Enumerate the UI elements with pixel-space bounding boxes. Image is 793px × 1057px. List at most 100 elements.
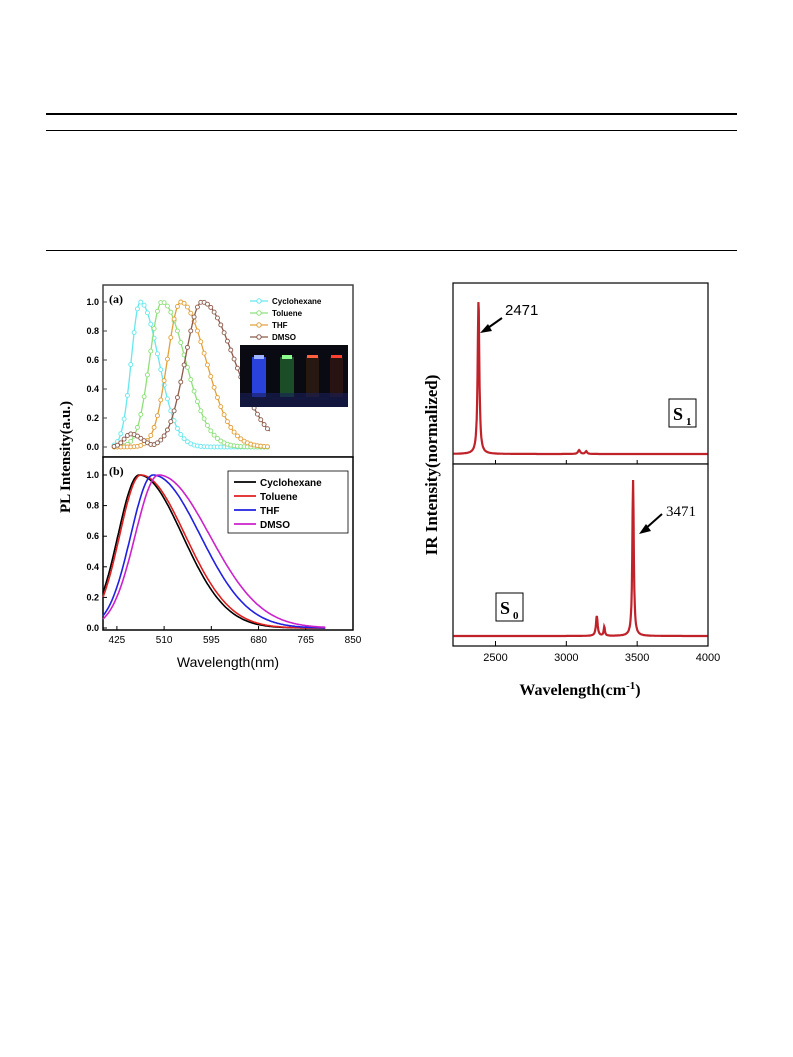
panel-a-point [198,339,204,345]
panel-a-point [118,440,124,446]
panel-a-point [178,340,184,345]
panel-a-point [148,348,154,354]
panel-b-series-dmso [102,474,326,628]
svg-text:S: S [673,404,683,424]
panel-a-point [141,438,147,444]
svg-text:1: 1 [686,416,692,428]
panel-a-point [161,378,167,384]
svg-text:2471: 2471 [505,302,538,319]
panel-a-point [208,373,214,379]
panel-a-point [164,356,170,362]
panel-a-point [194,399,200,405]
panel-a-point [188,328,194,334]
panel-a-point [214,436,220,441]
svg-text:0: 0 [513,610,519,622]
panel-a-point [194,304,200,310]
panel-a-point [158,437,164,443]
panel-a-point [201,416,207,422]
panel-a-point [138,411,144,417]
panel-b-xtick-label: 765 [297,635,314,646]
panel-a-point [201,350,207,356]
panel-a-point [194,328,200,334]
panel-a-point [218,322,224,328]
s1-frame [452,282,709,465]
panel-a-point [164,427,170,433]
panel-a-point [231,429,237,435]
table-top-rule [46,113,737,115]
panel-a-point [171,316,177,322]
panel-a-legend-label: Toluene [272,309,303,318]
panel-a-point [154,308,160,314]
panel-a-point [168,309,174,315]
panel-a-point [231,356,237,362]
panel-a-point [221,330,227,336]
panel-a-point [184,364,190,370]
panel-a-point [254,411,260,417]
uv-vials-photo [240,345,348,407]
table-bottom-rule [46,250,737,251]
ir-spectrum-s0 [453,479,708,638]
panel-a-point [158,397,164,403]
panel-a-point [204,422,210,428]
right-y-axis-label: IR Intensity(normalized) [422,375,441,556]
panel-a-point [124,392,130,398]
state-label-s0: S 0 [495,592,524,622]
panel-a-point [134,433,140,439]
panel-a-ytick-label: 0.6 [86,355,99,365]
panel-a-point [264,426,270,432]
panel-a-point [164,396,170,402]
panel-a-point [114,442,120,448]
panel-a-point [174,304,180,309]
panel-a-label: (a) [109,292,123,306]
panel-a-ytick-label: 0.4 [86,384,99,394]
panel-a-point [138,435,144,441]
panel-a-point [131,330,137,335]
panel-a-point [221,412,227,418]
panel-a-ytick-label: 0.0 [86,442,99,452]
panel-a-point [151,424,157,430]
panel-a-point [184,344,190,350]
ir-spectra-figure: 2500 3000 3500 4000 2471 3471 S 1 S 0 IR In… [422,282,720,699]
panel-a-point [168,419,174,425]
panel-a-point [141,394,147,400]
table-header-rule [46,130,737,131]
panel-a-point [211,384,217,390]
panel-a-point [228,347,234,353]
panel-a-point [188,310,194,316]
panel-a-point [218,404,224,410]
panel-a-point [174,426,180,431]
panel-a-point [211,432,217,438]
panel-b-label: (b) [109,464,124,478]
panel-a-point [181,362,187,368]
panel-a-point [214,395,220,400]
panel-b-ytick-label: 0.8 [86,501,99,511]
panel-a-point [154,413,160,419]
ir-xtick-label: 3500 [625,652,649,664]
panel-a-ytick-label: 0.8 [86,326,99,336]
panel-a-point [184,304,190,310]
panel-b-legend: Cyclohexane Toluene THF DMSO [227,470,349,534]
panel-a-point [164,303,170,309]
panel-a-point [118,431,124,437]
panel-a-legend-label: DMSO [272,333,296,342]
panel-a-legend-label: THF [272,321,288,330]
panel-a-point [178,379,184,385]
panel-b-ytick-label: 0.2 [86,592,99,602]
ir-xtick-label: 2500 [483,652,507,664]
panel-a-point [168,335,174,340]
panel-a-point [174,328,180,334]
panel-a-legend-label: Cyclohexane [272,297,322,306]
ir-spectrum-s1 [453,302,708,456]
panel-a-point [141,302,147,308]
panel-b-legend-label: DMSO [260,520,290,531]
panel-a-point [151,326,157,332]
panel-a-point [161,300,167,306]
state-label-s1: S 1 [668,398,697,428]
panel-a-point [191,314,197,320]
panel-b-xtick-label: 850 [345,635,362,646]
panel-b-xtick-label: 510 [156,635,173,646]
panel-a-point [171,408,177,414]
panel-b-xtick-label: 680 [250,635,267,646]
panel-b-series-toluene [102,474,326,629]
right-x-axis-label-text: Wavelength(cm [519,682,626,699]
